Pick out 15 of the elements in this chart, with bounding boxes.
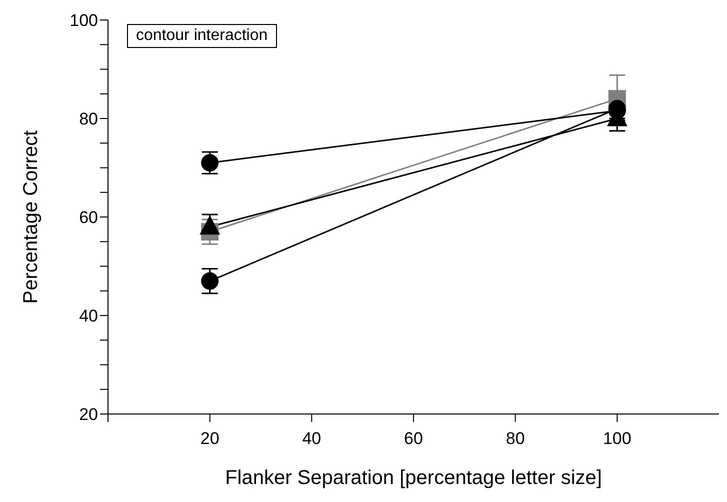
x-tick-label: 20 xyxy=(200,429,220,448)
x-tick-label: 40 xyxy=(302,429,322,448)
y-tick-label: 20 xyxy=(79,405,98,424)
x-tick-label: 100 xyxy=(602,429,632,448)
x-axis-title: Flanker Separation [percentage letter size] xyxy=(225,467,602,489)
y-tick-label: 40 xyxy=(79,306,98,326)
y-tick-label: 60 xyxy=(79,208,98,228)
annotation: contour interaction xyxy=(127,24,277,48)
y-tick-label: 80 xyxy=(79,110,98,129)
x-tick-label: 80 xyxy=(506,429,525,448)
y-tick-label: 100 xyxy=(70,11,98,30)
y-axis-title: Percentage Correct xyxy=(20,130,42,304)
x-tick-label: 60 xyxy=(404,429,423,448)
point xyxy=(201,272,219,290)
point xyxy=(201,154,219,172)
